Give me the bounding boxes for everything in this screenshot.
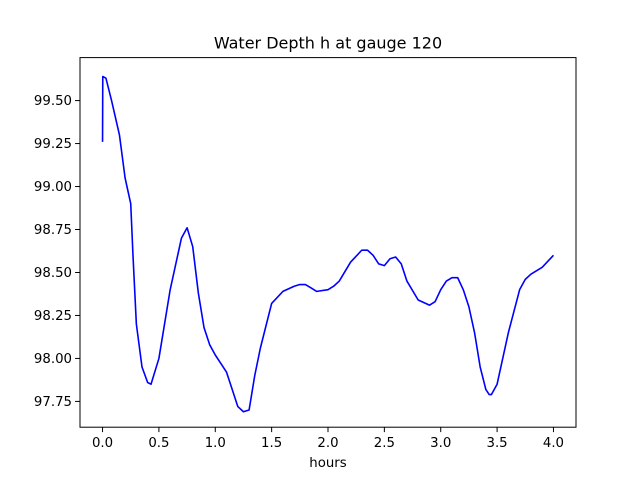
x-tick-label: 3.5 bbox=[487, 436, 508, 451]
x-tick-label: 1.5 bbox=[261, 436, 282, 451]
x-axis: 0.0 0.5 1.0 1.5 2.0 2.5 3.0 3.5 4.0 bbox=[92, 427, 564, 451]
y-tick-label: 98.50 bbox=[34, 266, 72, 281]
y-tick-label: 98.00 bbox=[34, 352, 72, 367]
y-tick-label: 98.25 bbox=[34, 309, 72, 324]
x-tick-label: 0.5 bbox=[148, 436, 169, 451]
x-axis-label: hours bbox=[309, 456, 346, 471]
y-tick-label: 99.50 bbox=[34, 94, 72, 109]
y-tick-label: 97.75 bbox=[34, 395, 72, 410]
x-tick-label: 1.0 bbox=[205, 436, 226, 451]
plot-area bbox=[101, 75, 555, 413]
x-tick-label: 4.0 bbox=[543, 436, 564, 451]
chart-title: Water Depth h at gauge 120 bbox=[214, 34, 442, 53]
x-tick-label: 2.0 bbox=[317, 436, 338, 451]
y-tick-label: 99.25 bbox=[34, 137, 72, 152]
x-tick-label: 3.0 bbox=[430, 436, 451, 451]
y-axis: 97.75 98.00 98.25 98.50 98.75 99.00 99.25 99.50 bbox=[34, 94, 80, 410]
x-tick-label: 2.5 bbox=[374, 436, 395, 451]
plot-frame bbox=[79, 57, 577, 428]
series-line-1 bbox=[101, 75, 555, 413]
y-tick-label: 98.75 bbox=[34, 223, 72, 238]
y-tick-label: 99.00 bbox=[34, 180, 72, 195]
x-tick-label: 0.0 bbox=[92, 436, 113, 451]
